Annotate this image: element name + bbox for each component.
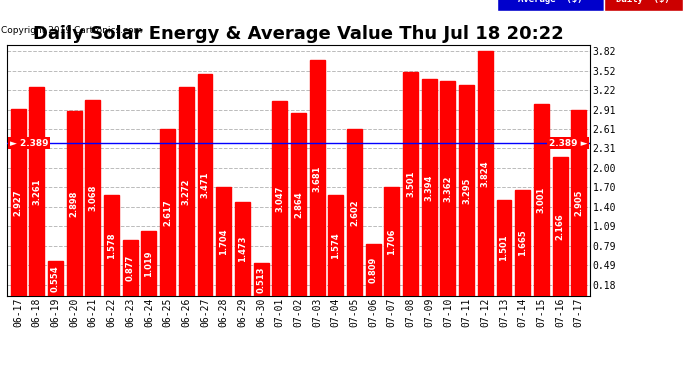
Bar — [497, 200, 511, 296]
Text: 3.362: 3.362 — [444, 175, 453, 202]
Text: Daily  ($): Daily ($) — [616, 0, 670, 4]
Text: 3.501: 3.501 — [406, 171, 415, 197]
Bar — [422, 79, 437, 296]
Bar — [235, 202, 250, 296]
Title: Daily Solar Energy & Average Value Thu Jul 18 20:22: Daily Solar Energy & Average Value Thu J… — [33, 26, 564, 44]
Text: 3.824: 3.824 — [481, 160, 490, 187]
Text: 3.001: 3.001 — [537, 187, 546, 213]
Bar — [366, 244, 381, 296]
Text: 1.706: 1.706 — [387, 228, 396, 255]
Text: 2.898: 2.898 — [70, 190, 79, 217]
Text: 1.665: 1.665 — [518, 230, 527, 256]
Bar — [273, 101, 287, 296]
Text: 3.394: 3.394 — [425, 174, 434, 201]
Text: Copyright 2019 Cartronics.com: Copyright 2019 Cartronics.com — [1, 26, 142, 35]
Text: 1.704: 1.704 — [219, 228, 228, 255]
Bar — [197, 74, 213, 296]
Bar — [29, 87, 44, 296]
Text: 2.617: 2.617 — [163, 199, 172, 226]
Bar — [459, 85, 474, 296]
Bar — [291, 112, 306, 296]
Text: 2.905: 2.905 — [574, 190, 583, 216]
Text: 0.809: 0.809 — [368, 257, 377, 284]
Bar — [216, 187, 231, 296]
Text: 3.261: 3.261 — [32, 178, 41, 205]
Bar — [328, 195, 344, 296]
Text: 2.864: 2.864 — [294, 191, 303, 218]
Bar — [10, 109, 26, 296]
Bar — [347, 129, 362, 296]
Bar — [179, 87, 194, 296]
Text: 0.877: 0.877 — [126, 255, 135, 281]
Bar — [515, 189, 530, 296]
Bar — [403, 72, 418, 296]
Bar — [67, 111, 81, 296]
Text: 2.602: 2.602 — [350, 200, 359, 226]
Text: 1.578: 1.578 — [107, 232, 116, 259]
Bar — [440, 81, 455, 296]
Bar — [141, 231, 157, 296]
Text: 1.019: 1.019 — [144, 251, 153, 277]
Bar — [86, 100, 100, 296]
Text: 3.047: 3.047 — [275, 185, 284, 212]
Text: Average  ($): Average ($) — [518, 0, 582, 4]
Bar — [384, 187, 400, 296]
Bar — [534, 104, 549, 296]
Bar — [310, 60, 324, 296]
Text: 1.501: 1.501 — [500, 235, 509, 261]
Text: 0.513: 0.513 — [257, 267, 266, 293]
Bar — [48, 261, 63, 296]
Bar — [571, 110, 586, 296]
Text: 2.389 ►: 2.389 ► — [549, 139, 587, 148]
Text: 2.927: 2.927 — [14, 189, 23, 216]
Text: 3.272: 3.272 — [181, 178, 191, 205]
Text: 1.473: 1.473 — [238, 236, 247, 262]
Bar — [477, 51, 493, 296]
Bar — [123, 240, 138, 296]
Text: 0.554: 0.554 — [51, 265, 60, 292]
Text: 3.681: 3.681 — [313, 165, 322, 192]
Bar — [253, 263, 268, 296]
Text: 3.295: 3.295 — [462, 177, 471, 204]
Bar — [104, 195, 119, 296]
Text: 3.471: 3.471 — [201, 172, 210, 198]
Text: 3.068: 3.068 — [88, 185, 97, 211]
Text: ► 2.389: ► 2.389 — [10, 139, 48, 148]
Text: 1.574: 1.574 — [331, 232, 340, 259]
Text: 2.166: 2.166 — [555, 213, 564, 240]
Bar — [160, 129, 175, 296]
Bar — [553, 158, 567, 296]
